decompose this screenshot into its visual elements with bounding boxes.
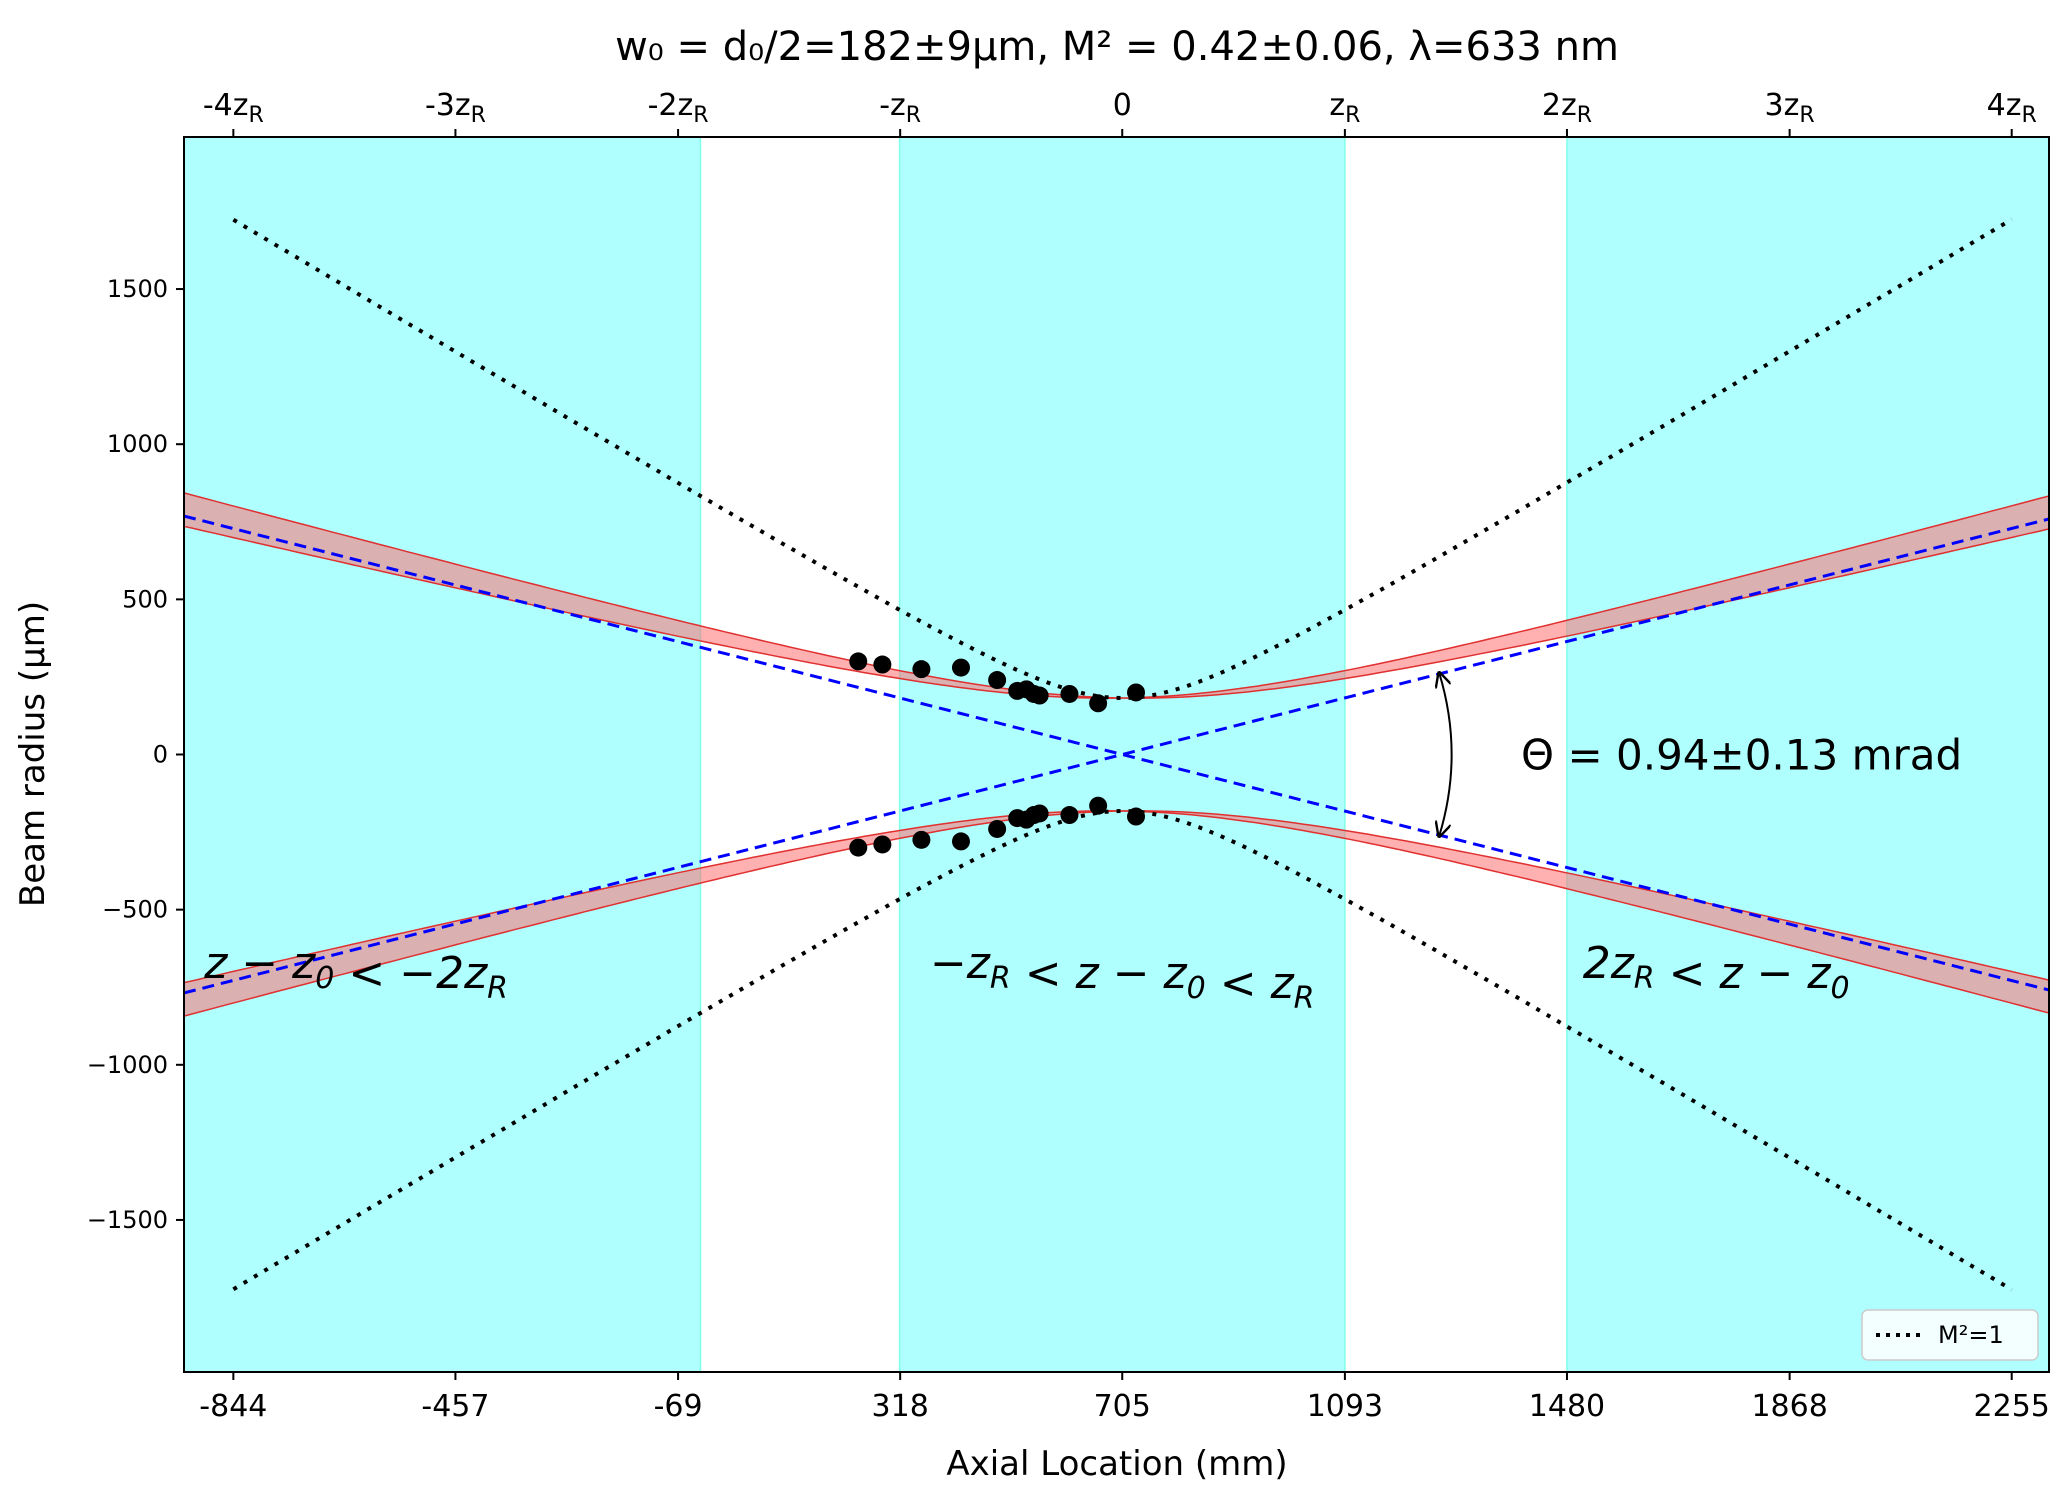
data-point-lower [912,830,931,849]
region-label-2: 2zR < z − z0 [1583,938,1850,1006]
shaded-region-1 [898,137,1346,1372]
y-tick-label: 1000 [107,430,168,458]
x-tick-label: 2255 [1974,1389,2050,1424]
y-tick-label: −500 [102,896,168,924]
data-point-upper [873,655,892,674]
x-axis-ticks: -844 -457 -69 318 705 1093 1480 1868 2255 [199,1372,2050,1424]
theta-arrow [1439,673,1453,837]
data-point-upper [951,658,970,677]
x-tick-label: 318 [872,1389,929,1424]
region-label-1: −zR < z − z0 < zR [930,938,1315,1016]
y-tick-label: 1500 [107,275,168,303]
top-tick-label: 3zR [1765,88,1815,128]
y-axis-ticks: −1500 −1000 −500 0 500 1000 1500 [87,275,184,1234]
x-tick-label: 705 [1094,1389,1151,1424]
ideal-gaussian-curves [232,217,2013,1292]
fit-band-lower [184,810,2049,1017]
data-point-upper [988,671,1007,690]
data-point-lower [849,838,868,857]
x-tick-label: -457 [421,1389,489,1424]
legend-label-ideal: M²=1 [1938,1321,2004,1349]
shaded-region-2 [1566,137,2049,1372]
fit-band-upper [184,492,2049,699]
shaded-region-0 [184,137,702,1372]
x-tick-label: -69 [654,1389,703,1424]
top-tick-label: -3zR [425,88,486,128]
data-point-upper [1127,683,1146,702]
y-tick-label: 500 [122,585,168,613]
chart-title: w₀ = d₀/2=182±9µm, M² = 0.42±0.06, λ=633… [615,24,1619,70]
top-tick-label: -4zR [203,88,264,128]
data-point-lower [1030,804,1049,823]
asymptote-line-0 [184,517,2049,995]
data-point-lower [1127,807,1146,826]
legend: M²=1 [1861,1309,2039,1361]
y-tick-label: −1500 [87,1206,168,1234]
x-tick-label: -844 [199,1389,267,1424]
ideal-curve-upper [232,217,2013,701]
top-tick-label: 0 [1113,88,1132,123]
x-axis-title: Axial Location (mm) [946,1444,1287,1484]
data-point-upper [1060,684,1079,703]
top-axis-ticks: -4zR -3zR -2zR -zR 0 zR 2zR 3zR 4zR [203,88,2037,137]
ideal-curve-lower [232,808,2013,1292]
top-tick-label: 4zR [1987,88,2037,128]
data-point-lower [988,819,1007,838]
data-point-lower [1089,796,1108,815]
top-tick-label: zR [1329,88,1360,128]
y-tick-label: −1000 [87,1051,168,1079]
x-tick-label: 1868 [1751,1389,1827,1424]
asymptote-line-1 [184,514,2049,992]
data-point-lower [951,832,970,851]
x-tick-label: 1480 [1529,1389,1605,1424]
x-tick-label: 1093 [1307,1389,1383,1424]
measured-points [849,652,1146,857]
y-axis-title: Beam radius (µm) [13,601,53,907]
data-point-lower [873,835,892,854]
data-point-upper [1030,686,1049,705]
legend-box [1861,1309,2039,1361]
annotations: Θ = 0.94±0.13 mrad z − z0 < −2zR −zR < z … [203,673,1962,1016]
top-tick-label: -zR [879,88,921,128]
region-labels: z − z0 < −2zR −zR < z − z0 < zR 2zR < z − … [203,938,1849,1016]
data-point-lower [1060,806,1079,825]
data-point-upper [849,652,868,671]
divergence-asymptotes [184,514,2049,995]
fit-uncertainty-bands [184,492,2049,1017]
y-tick-label: 0 [153,741,168,769]
top-tick-label: -2zR [648,88,709,128]
data-point-upper [912,660,931,679]
theta-annotation: Θ = 0.94±0.13 mrad [1521,731,1962,780]
region-label-0: z − z0 < −2zR [203,938,508,1006]
data-point-upper [1089,694,1108,713]
top-tick-label: 2zR [1542,88,1592,128]
